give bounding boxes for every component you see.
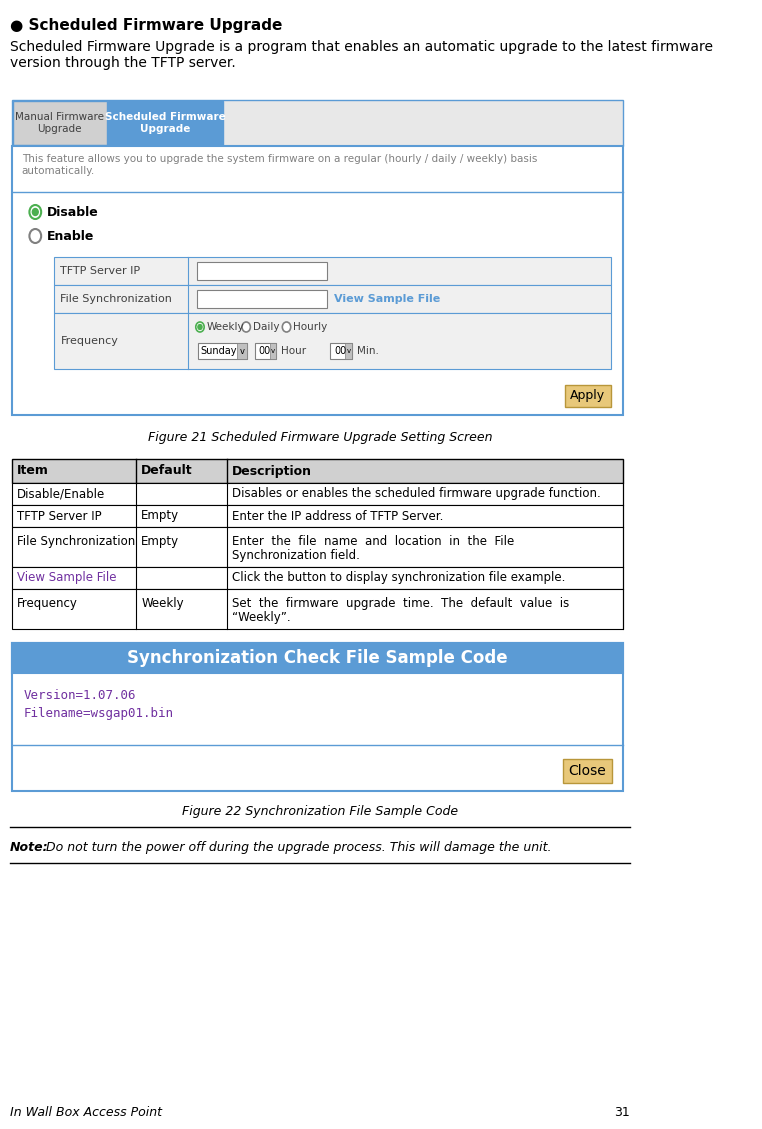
Text: View Sample File: View Sample File <box>334 294 440 304</box>
Bar <box>255 343 277 359</box>
Text: TFTP Server IP: TFTP Server IP <box>17 509 101 523</box>
Bar <box>270 343 277 359</box>
Text: Note:: Note: <box>10 841 49 854</box>
Circle shape <box>196 322 204 332</box>
Bar <box>197 290 327 308</box>
Bar <box>11 644 623 673</box>
Text: Daily: Daily <box>253 322 280 332</box>
Text: v: v <box>347 348 351 355</box>
Text: This feature allows you to upgrade the system firmware on a regular (hourly / da: This feature allows you to upgrade the s… <box>22 154 537 176</box>
Text: Figure 21 Scheduled Firmware Upgrade Setting Screen: Figure 21 Scheduled Firmware Upgrade Set… <box>148 431 492 444</box>
Text: Synchronization field.: Synchronization field. <box>232 549 360 562</box>
Text: View Sample File: View Sample File <box>17 571 117 585</box>
Text: Description: Description <box>232 464 312 478</box>
Text: File Synchronization: File Synchronization <box>60 294 172 304</box>
Bar <box>11 589 623 629</box>
Circle shape <box>32 209 38 216</box>
Text: 31: 31 <box>614 1106 630 1120</box>
Text: Apply: Apply <box>570 390 605 403</box>
Text: Close: Close <box>568 764 607 778</box>
Bar <box>13 100 107 145</box>
Text: Enable: Enable <box>47 229 94 243</box>
Bar <box>11 483 623 505</box>
Text: Sunday: Sunday <box>200 345 237 356</box>
Circle shape <box>30 205 41 219</box>
Bar <box>565 385 611 406</box>
Text: File Synchronization: File Synchronization <box>17 535 135 548</box>
Text: Manual Firmware
Upgrade: Manual Firmware Upgrade <box>15 112 104 134</box>
Bar <box>198 343 247 359</box>
Text: TFTP Server IP: TFTP Server IP <box>60 266 141 275</box>
Text: 00: 00 <box>335 345 347 356</box>
Text: Synchronization Check File Sample Code: Synchronization Check File Sample Code <box>127 649 508 667</box>
Bar <box>563 759 612 784</box>
Text: 00: 00 <box>259 345 271 356</box>
Text: ● Scheduled Firmware Upgrade: ● Scheduled Firmware Upgrade <box>10 18 283 33</box>
Bar <box>330 343 352 359</box>
Text: v: v <box>271 348 275 355</box>
Text: Disable: Disable <box>47 205 99 219</box>
Text: Min.: Min. <box>357 345 379 356</box>
Bar <box>108 100 223 145</box>
Bar <box>11 567 623 589</box>
Bar <box>54 257 611 285</box>
Bar <box>11 505 623 527</box>
Text: Frequency: Frequency <box>60 336 118 345</box>
Text: In Wall Box Access Point: In Wall Box Access Point <box>10 1106 162 1120</box>
Bar <box>11 527 623 567</box>
Bar <box>11 644 623 791</box>
Text: Hourly: Hourly <box>293 322 328 332</box>
Text: Do not turn the power off during the upgrade process. This will damage the unit.: Do not turn the power off during the upg… <box>42 841 552 854</box>
Text: Default: Default <box>141 464 193 478</box>
Text: Disable/Enable: Disable/Enable <box>17 488 105 500</box>
Text: Filename=wsgap01.bin: Filename=wsgap01.bin <box>24 707 174 720</box>
Bar <box>54 313 611 369</box>
Text: Empty: Empty <box>141 509 179 523</box>
Text: Figure 22 Synchronization File Sample Code: Figure 22 Synchronization File Sample Co… <box>182 805 458 819</box>
Text: Weekly: Weekly <box>141 597 184 610</box>
Bar <box>11 460 623 483</box>
Bar <box>237 343 247 359</box>
Text: Version=1.07.06: Version=1.07.06 <box>24 689 136 702</box>
Text: Weekly: Weekly <box>207 322 245 332</box>
Text: v: v <box>239 347 245 356</box>
Circle shape <box>282 322 291 332</box>
Text: Enter the IP address of TFTP Server.: Enter the IP address of TFTP Server. <box>232 509 443 523</box>
Text: Item: Item <box>17 464 49 478</box>
Bar <box>197 262 327 280</box>
Circle shape <box>242 322 251 332</box>
Bar <box>54 285 611 313</box>
Bar <box>11 146 623 415</box>
Text: Empty: Empty <box>141 535 179 548</box>
Bar <box>345 343 352 359</box>
Text: Scheduled Firmware
Upgrade: Scheduled Firmware Upgrade <box>105 112 226 134</box>
Text: Scheduled Firmware Upgrade is a program that enables an automatic upgrade to the: Scheduled Firmware Upgrade is a program … <box>10 40 713 70</box>
Text: Frequency: Frequency <box>17 597 78 610</box>
Circle shape <box>198 324 202 330</box>
Text: Disables or enables the scheduled firmware upgrade function.: Disables or enables the scheduled firmwa… <box>232 488 600 500</box>
Text: “Weekly”.: “Weekly”. <box>232 611 290 624</box>
Text: Click the button to display synchronization file example.: Click the button to display synchronizat… <box>232 571 565 585</box>
Circle shape <box>30 229 41 243</box>
Text: Hour: Hour <box>281 345 306 356</box>
Bar <box>11 100 623 146</box>
Text: Enter  the  file  name  and  location  in  the  File: Enter the file name and location in the … <box>232 535 514 548</box>
Text: Set  the  firmware  upgrade  time.  The  default  value  is: Set the firmware upgrade time. The defau… <box>232 597 569 610</box>
